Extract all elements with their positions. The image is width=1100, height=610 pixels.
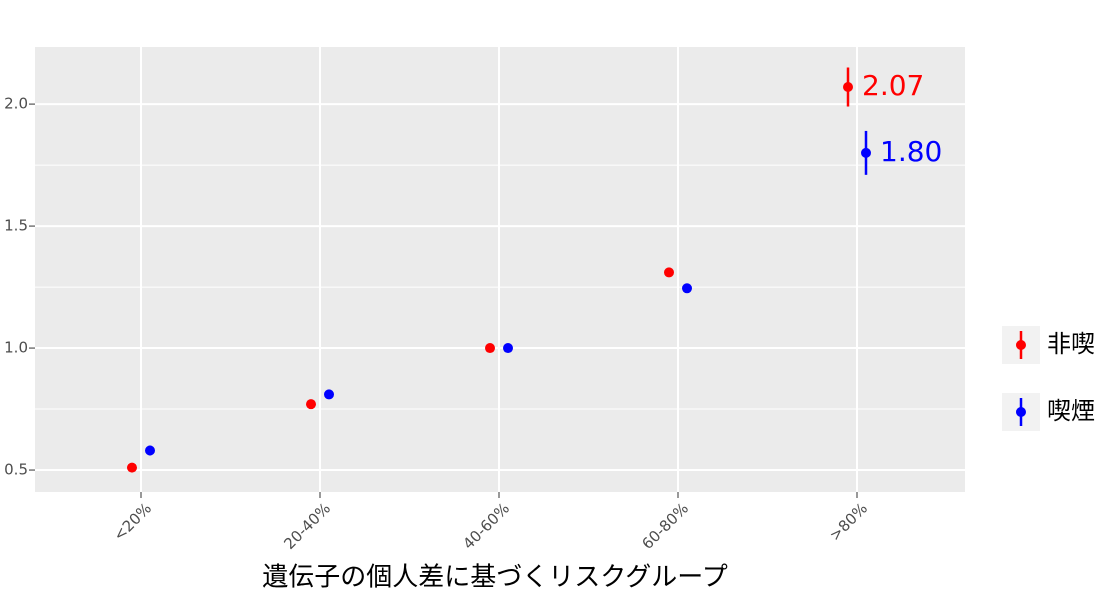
point xyxy=(324,389,334,400)
y-tick-label: 1.0 xyxy=(4,339,28,357)
x-axis-title: 遺伝子の個人差に基づくリスクグループ xyxy=(262,563,727,593)
point xyxy=(664,267,674,278)
point xyxy=(127,462,137,473)
data-label: 2.07 xyxy=(862,69,924,102)
y-tick-label: 2.0 xyxy=(4,95,28,113)
x-tick-label: 20-40% xyxy=(280,499,334,553)
point xyxy=(306,399,316,410)
legend-key-point xyxy=(1016,340,1026,350)
point xyxy=(682,283,692,294)
point xyxy=(503,343,513,354)
x-tick-label: 40-60% xyxy=(459,499,513,553)
data-label: 1.80 xyxy=(880,135,942,168)
x-tick-label: >80% xyxy=(826,499,871,544)
point xyxy=(485,343,495,354)
point xyxy=(861,147,871,158)
point xyxy=(145,445,155,456)
legend-label: 喫煙 xyxy=(1047,397,1095,425)
y-tick-label: 0.5 xyxy=(4,461,28,479)
y-tick-label: 1.5 xyxy=(4,217,28,235)
legend-label: 非喫 xyxy=(1047,330,1095,358)
x-tick-label: 60-80% xyxy=(638,499,692,553)
point xyxy=(843,82,853,93)
legend-key-point xyxy=(1016,407,1026,417)
x-tick-label: <20% xyxy=(110,499,155,544)
